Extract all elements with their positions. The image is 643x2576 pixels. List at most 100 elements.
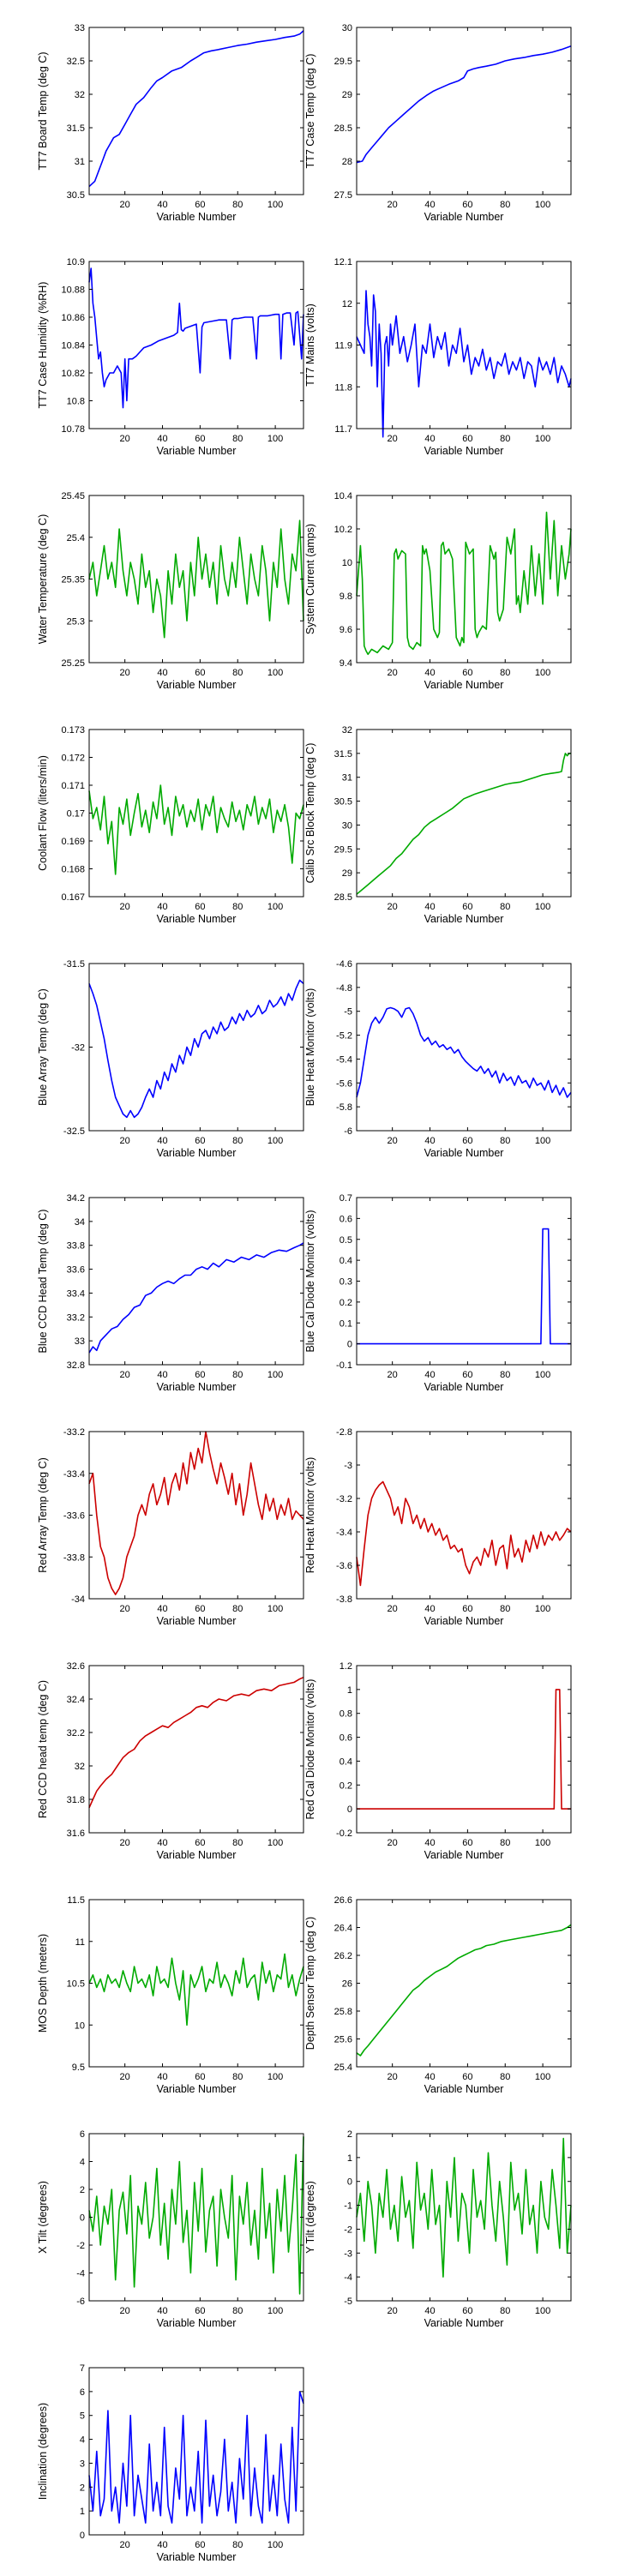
chart-14-y-tick-label: -3.8 bbox=[336, 1594, 352, 1605]
chart-7-y-tick-label: 0.17 bbox=[67, 809, 85, 820]
chart-6-y-tick-label: 10.4 bbox=[334, 491, 352, 501]
chart-7-series-line bbox=[88, 784, 304, 875]
chart-4-y-axis-label: TT7 Mains (volts) bbox=[304, 303, 316, 387]
chart-11-y-tick-label: 34 bbox=[75, 1217, 85, 1228]
chart-17-y-tick-label: 9.5 bbox=[72, 2063, 85, 2073]
chart-1-x-axis-label: Variable Number bbox=[157, 211, 237, 223]
chart-3-y-axis-label: TT7 Case Humidity (%RH) bbox=[37, 282, 49, 409]
chart-5-x-tick-label: 60 bbox=[195, 668, 205, 678]
chart-5: 20 40 60 80 100 25.25 25.3 25.35 25.4 25.45 Variab… bbox=[37, 491, 304, 691]
chart-13-y-tick-label: -34 bbox=[71, 1594, 85, 1605]
chart-18-y-tick-label: 25.4 bbox=[334, 2063, 352, 2073]
chart-8-x-axis-label: Variable Number bbox=[424, 913, 504, 925]
chart-13-x-tick-label: 100 bbox=[267, 1604, 283, 1614]
chart-18-x-tick-label: 20 bbox=[388, 2072, 398, 2082]
chart-8: 20 40 60 80 100 28.5 29 29.5 30 30.5 31 31.5 32 Varia… bbox=[304, 725, 572, 925]
chart-21-x-tick-label: 100 bbox=[267, 2540, 283, 2550]
chart-17-x-tick-label: 60 bbox=[195, 2072, 205, 2082]
chart-20-y-tick-label: 2 bbox=[347, 2129, 352, 2140]
chart-10-y-tick-label: -5.6 bbox=[336, 1078, 352, 1089]
chart-15-x-tick-label: 60 bbox=[195, 1838, 205, 1848]
chart-20-y-axis-label: Y Tilt (degrees) bbox=[304, 2181, 316, 2254]
chart-3-x-tick-label: 20 bbox=[120, 434, 130, 444]
chart-12-y-tick-label: 0 bbox=[347, 1340, 352, 1350]
chart-13-y-tick-label: -33.8 bbox=[63, 1552, 85, 1563]
chart-12-series-line bbox=[357, 1228, 571, 1345]
chart-20-series-line bbox=[356, 2137, 572, 2278]
chart-6: 20 40 60 80 100 9.4 9.6 9.8 10 10.2 10.4 Variable N… bbox=[304, 491, 572, 691]
chart-1-y-axis-label: TT7 Board Temp (deg C) bbox=[37, 51, 49, 170]
chart-2-x-tick-label: 100 bbox=[535, 200, 550, 210]
chart-5-y-tick-label: 25.25 bbox=[61, 658, 85, 669]
chart-12-x-tick-label: 80 bbox=[500, 1370, 510, 1380]
chart-21-series-line bbox=[88, 2391, 304, 2524]
chart-19-y-tick-label: 4 bbox=[80, 2158, 85, 2168]
chart-19-y-tick-label: 0 bbox=[80, 2213, 85, 2224]
chart-17: 20 40 60 80 100 9.5 10 10.5 11 11.5 Variable Numbe… bbox=[37, 1895, 304, 2095]
chart-12-x-tick-label: 40 bbox=[424, 1370, 435, 1380]
chart-18-x-axis-label: Variable Number bbox=[424, 2083, 504, 2095]
chart-18-y-tick-label: 26.4 bbox=[334, 1924, 352, 1934]
chart-2-x-tick-label: 80 bbox=[500, 200, 510, 210]
chart-11-y-tick-label: 33 bbox=[75, 1336, 85, 1347]
chart-19-y-tick-label: -2 bbox=[76, 2241, 85, 2251]
chart-8-y-tick-label: 29.5 bbox=[334, 844, 352, 855]
chart-14-x-tick-label: 80 bbox=[500, 1604, 510, 1614]
chart-11-x-tick-label: 40 bbox=[157, 1370, 167, 1380]
chart-10-y-tick-label: -4.6 bbox=[336, 959, 352, 970]
chart-12-x-tick-label: 100 bbox=[535, 1370, 550, 1380]
chart-6-y-tick-label: 9.8 bbox=[340, 591, 352, 602]
chart-11-series-line bbox=[88, 1242, 304, 1354]
chart-4-x-tick-label: 100 bbox=[535, 434, 550, 444]
chart-18-series-line bbox=[356, 1924, 572, 2057]
chart-21-y-axis-label: Inclination (degrees) bbox=[37, 2403, 49, 2500]
chart-14-series-line bbox=[356, 1480, 572, 1587]
chart-14-x-axis-label: Variable Number bbox=[424, 1615, 504, 1627]
chart-14-y-axis-label: Red Heat Monitor (volts) bbox=[304, 1457, 316, 1573]
chart-20-y-tick-label: -5 bbox=[344, 2297, 352, 2307]
chart-4-series-line bbox=[356, 290, 572, 438]
chart-8-axes-box bbox=[356, 729, 572, 898]
chart-8-y-tick-label: 31.5 bbox=[334, 749, 352, 760]
chart-7-y-tick-label: 0.173 bbox=[61, 725, 85, 736]
chart-14-y-tick-label: -3.2 bbox=[336, 1494, 352, 1504]
chart-13-y-tick-label: -33.6 bbox=[63, 1511, 85, 1522]
chart-20-y-tick-label: -2 bbox=[344, 2225, 352, 2235]
chart-3-x-tick-label: 100 bbox=[267, 434, 283, 444]
chart-9-x-tick-label: 100 bbox=[267, 1136, 283, 1146]
chart-16-y-tick-label: 0.6 bbox=[340, 1733, 352, 1744]
chart-14-x-tick-label: 60 bbox=[462, 1604, 472, 1614]
chart-18-x-tick-label: 100 bbox=[535, 2072, 550, 2082]
chart-14-y-tick-label: -3.6 bbox=[336, 1561, 352, 1571]
chart-15-series-line bbox=[88, 1676, 304, 1809]
chart-18-x-tick-label: 40 bbox=[424, 2072, 435, 2082]
chart-11-x-tick-label: 100 bbox=[267, 1370, 283, 1380]
chart-2-y-tick-label: 28.5 bbox=[334, 123, 352, 134]
chart-2: 20 40 60 80 100 27.5 28 28.5 29 29.5 30 Variable Nu… bbox=[304, 23, 572, 223]
chart-12-y-tick-label: 0.6 bbox=[340, 1214, 352, 1224]
chart-7-x-tick-label: 40 bbox=[157, 902, 167, 912]
chart-1: 20 40 60 80 100 30.5 31 31.5 32 32.5 33 Variable Nu… bbox=[37, 23, 304, 223]
chart-2-y-tick-label: 30 bbox=[342, 23, 352, 33]
chart-8-y-tick-label: 30 bbox=[342, 820, 352, 831]
chart-17-x-tick-label: 100 bbox=[267, 2072, 283, 2082]
chart-1-axes-box bbox=[88, 27, 304, 195]
chart-3-series-line bbox=[88, 267, 304, 409]
chart-9-x-tick-label: 40 bbox=[157, 1136, 167, 1146]
chart-13: 20 40 60 80 100 -34 -33.8 -33.6 -33.4 -33.2 Variab… bbox=[37, 1427, 304, 1627]
chart-5-y-tick-label: 25.35 bbox=[61, 575, 85, 585]
chart-6-x-tick-label: 20 bbox=[388, 668, 398, 678]
chart-7-x-tick-label: 80 bbox=[232, 902, 243, 912]
chart-5-x-tick-label: 100 bbox=[267, 668, 283, 678]
chart-21-x-tick-label: 20 bbox=[120, 2540, 130, 2550]
chart-12-x-axis-label: Variable Number bbox=[424, 1381, 504, 1393]
chart-8-series-line bbox=[356, 753, 571, 895]
chart-6-y-axis-label: System Current (amps) bbox=[304, 524, 316, 634]
chart-15-x-tick-label: 100 bbox=[267, 1838, 283, 1848]
chart-19-x-tick-label: 80 bbox=[232, 2306, 243, 2316]
chart-6-x-tick-label: 100 bbox=[535, 668, 550, 678]
chart-10-x-tick-label: 100 bbox=[535, 1136, 550, 1146]
chart-5-x-tick-label: 40 bbox=[157, 668, 167, 678]
chart-12-x-tick-label: 60 bbox=[462, 1370, 472, 1380]
